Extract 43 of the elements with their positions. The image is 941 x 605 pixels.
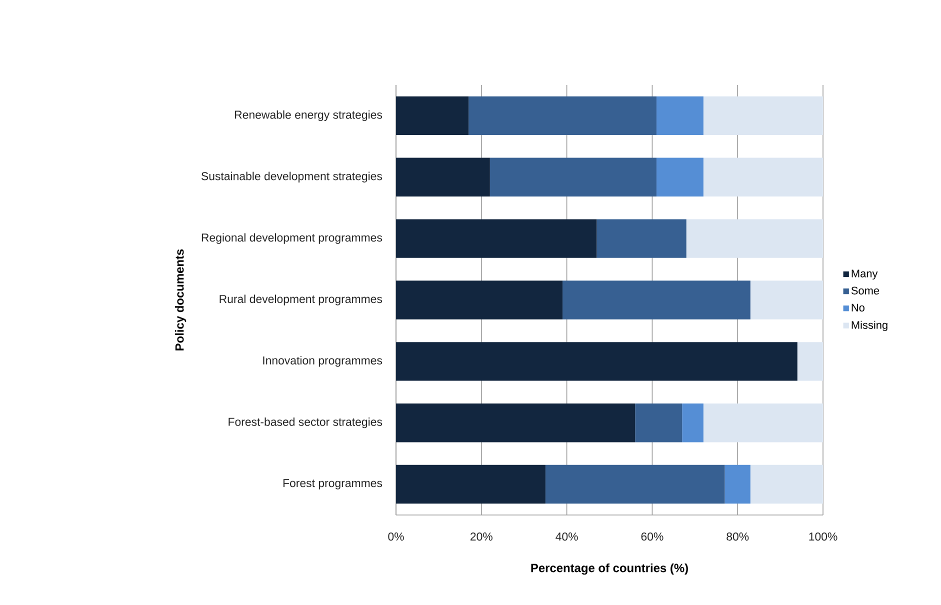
bar xyxy=(703,404,824,442)
bar xyxy=(656,158,704,196)
y-tick-label: Innovation programmes xyxy=(263,356,382,367)
bar xyxy=(396,219,597,258)
legend-label: Missing xyxy=(852,320,888,332)
legend-label: Some xyxy=(851,286,880,294)
y-tick-label: Regional development programmes xyxy=(202,233,382,244)
bar xyxy=(750,464,824,504)
bar xyxy=(703,158,824,196)
x-tick-label: 40% xyxy=(556,532,578,541)
bar xyxy=(468,96,656,136)
bar xyxy=(703,96,824,136)
y-tick-label: Rural development programmes xyxy=(220,294,382,306)
bar xyxy=(596,219,686,258)
bar xyxy=(396,342,798,381)
bar xyxy=(750,280,824,320)
x-tick-label: 20% xyxy=(470,532,492,541)
bar xyxy=(686,219,824,258)
legend-label: Many xyxy=(852,270,878,280)
bar xyxy=(656,96,704,136)
bar xyxy=(396,404,636,442)
bar xyxy=(396,280,563,320)
bar xyxy=(545,464,725,504)
y-tick-label: Renewable energy strategies xyxy=(235,110,382,122)
y-tick-label: Sustainable development strategies xyxy=(201,172,382,182)
x-tick-label: 100% xyxy=(809,532,838,541)
y-tick-label: Forest-based sector strategies xyxy=(228,418,382,428)
x-tick-label: 80% xyxy=(726,532,749,541)
y-axis-title: Policy documents xyxy=(174,249,186,350)
bar xyxy=(396,464,546,504)
bar xyxy=(490,158,656,196)
bar xyxy=(724,464,750,504)
bar xyxy=(797,342,824,381)
bar xyxy=(562,280,750,320)
x-tick-label: 0% xyxy=(388,532,404,541)
bar xyxy=(396,96,469,136)
bar xyxy=(396,158,490,196)
bar xyxy=(682,404,704,442)
x-axis-title: Percentage of countries (%) xyxy=(531,563,688,575)
bar xyxy=(635,404,682,442)
legend-label: No xyxy=(852,304,864,312)
y-tick-label: Forest programmes xyxy=(283,479,382,490)
x-tick-label: 60% xyxy=(641,532,664,541)
